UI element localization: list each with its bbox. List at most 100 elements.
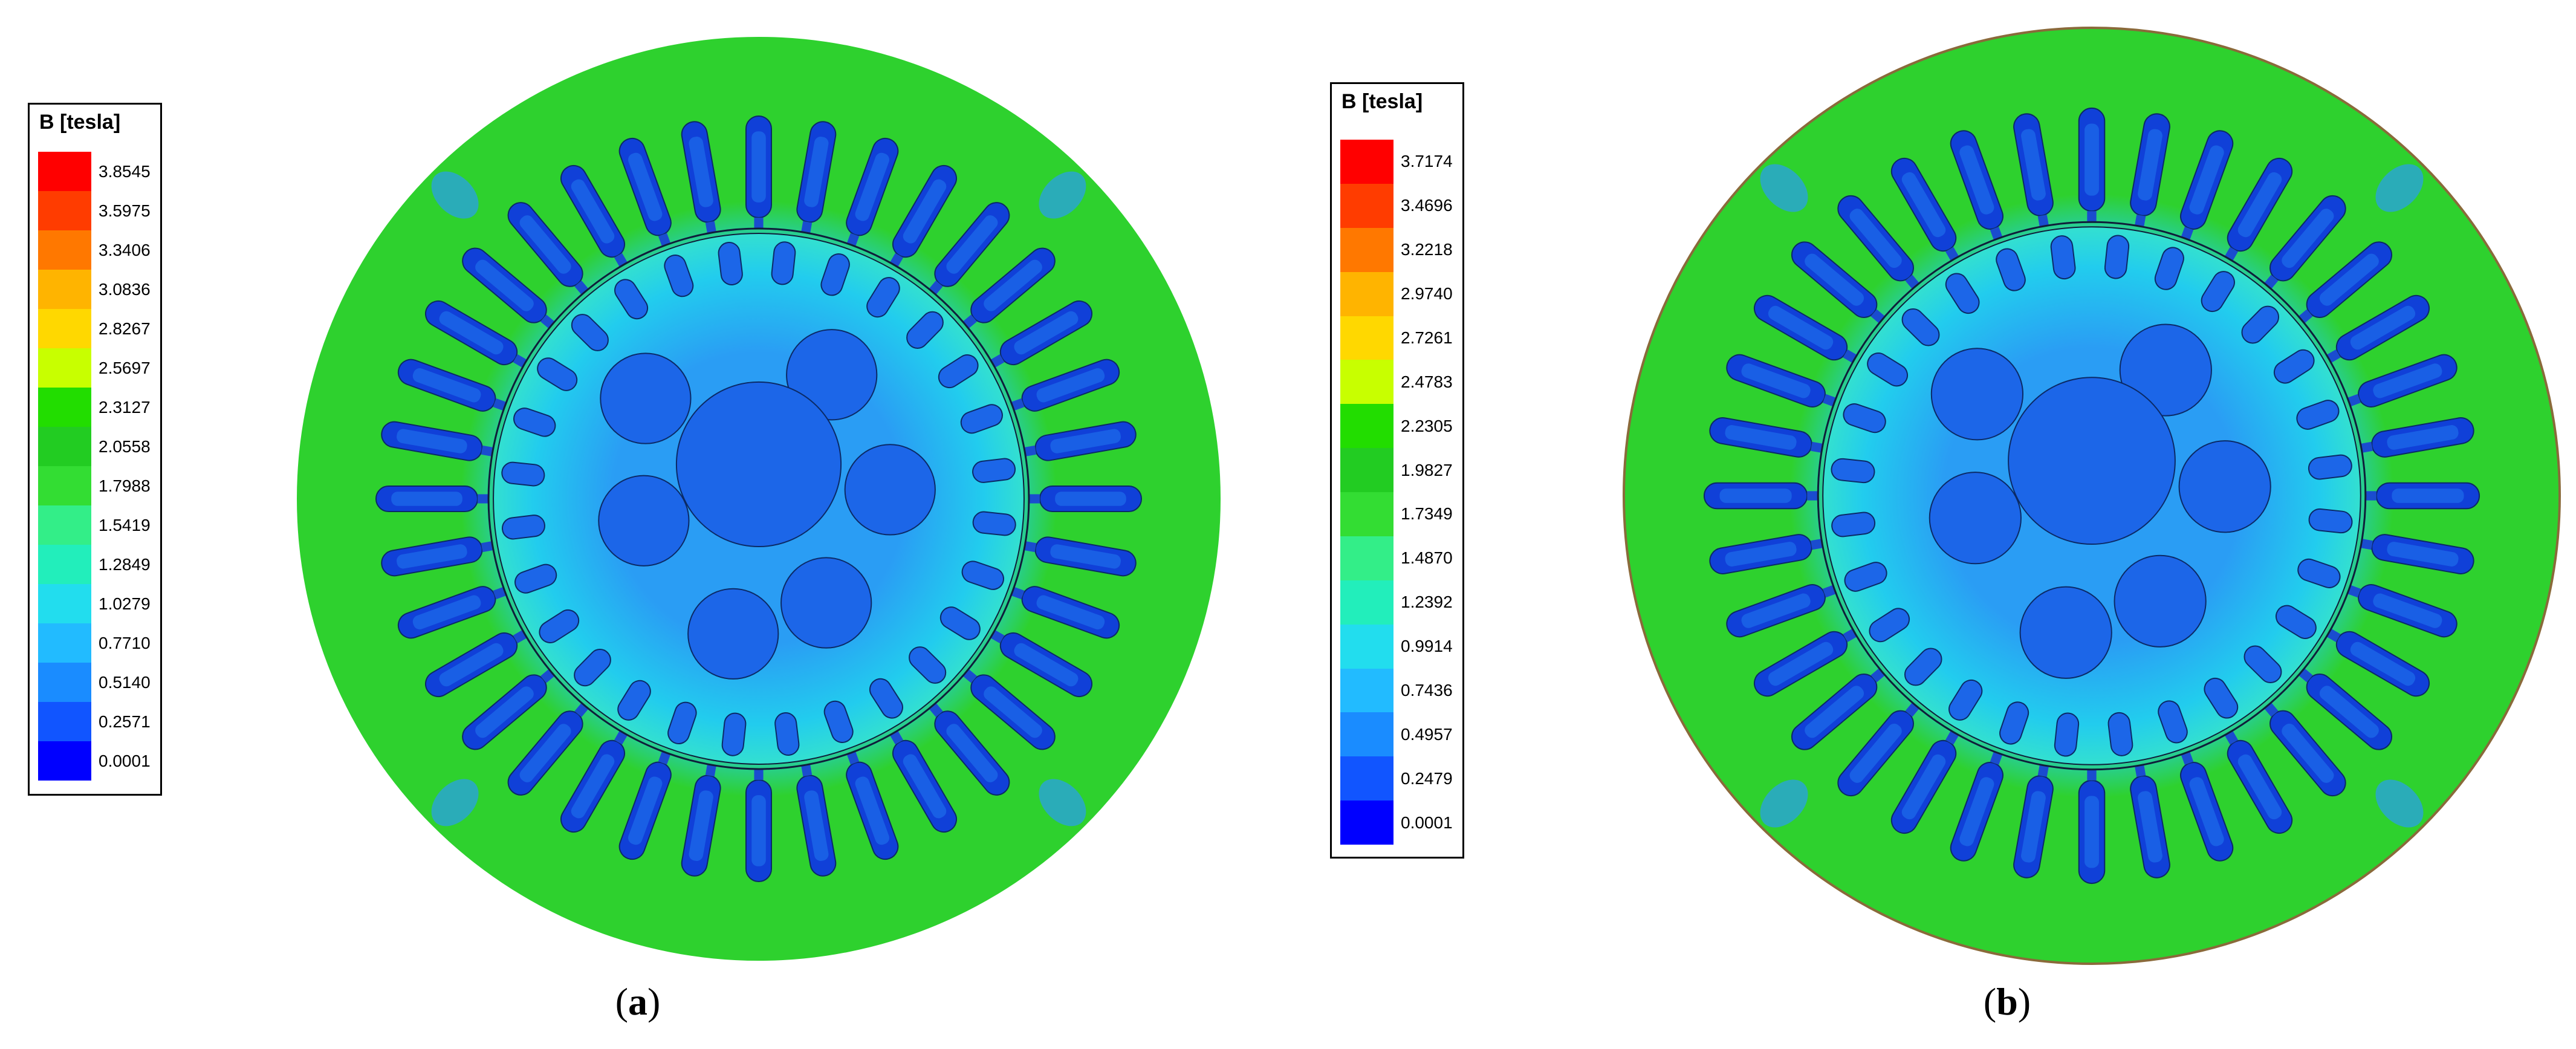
legend-value: 2.3127 [99,397,151,417]
rotor-bar [2308,454,2352,480]
stator-slot [1709,417,1823,458]
stator-slot [2264,195,2346,290]
legend-value: 0.4957 [1401,724,1453,744]
flux-low-zone [2375,779,2424,828]
rotor-bar [820,253,850,296]
legend-value: 3.3406 [99,240,151,259]
stator-slot [745,768,773,883]
legend-swatch [38,623,91,663]
legend-row: 0.5140 [38,663,159,702]
legend-row: 2.2305 [1340,404,1461,449]
flux-low-zone [431,171,479,219]
rotor-bar [1831,458,1875,484]
rotor-cooling-hole [786,329,878,421]
rotor-cooling-hole [687,588,779,680]
stator-slot [618,137,672,247]
legend-swatch [38,545,91,584]
legend-row: 0.4957 [1340,712,1461,757]
rotor-cooling-hole [1929,472,2022,565]
stator-slot [507,202,589,295]
stator-slot [1753,294,1857,363]
legend-row: 1.7988 [38,466,159,505]
rotor-bar [2107,712,2133,756]
flux-low-zone [431,779,479,827]
rotor-bar [614,279,649,320]
rotor-cooling-hole [844,444,936,536]
rotor-bar [2201,271,2235,313]
legend-row: 1.9827 [1340,448,1461,492]
legend-row: 3.8545 [38,152,159,191]
rotor-bar [2296,400,2340,430]
rotor-bar [1999,701,2029,745]
stator-slot [381,421,494,461]
stator-slot [1726,354,1837,408]
rotor-bar [2273,349,2315,384]
rotor-bar [960,404,1003,434]
legend-swatch [38,191,91,230]
stator-slot [2298,668,2393,750]
legend-swatch [1340,580,1393,625]
legend-row: 3.4696 [1340,183,1461,228]
stator-slot [2365,482,2480,510]
stator-slot [397,359,507,412]
legend-value: 1.9827 [1401,460,1453,479]
legend-swatch [38,466,91,505]
rotor-bar [2104,235,2130,279]
legend-value: 0.2571 [99,712,151,731]
legend-value: 2.4783 [1401,372,1453,391]
legend-row: 3.5975 [38,191,159,230]
legend-value: 0.7436 [1401,680,1453,700]
legend-swatch [1340,448,1393,492]
legend-swatch [1340,404,1393,449]
legend-row: 2.3127 [38,388,159,427]
legend-row: 3.7174 [1340,140,1461,184]
legend-value: 3.7174 [1401,152,1453,171]
stator-slot [1950,751,2003,862]
rotor-bar [938,354,979,389]
air-gap [487,227,1030,770]
rotor-cooling-hole [2114,554,2207,648]
legend-row: 1.5419 [38,505,159,545]
stator-slot [2130,764,2170,878]
rotor-bar [2275,605,2317,639]
stator-slot [889,164,958,267]
stator-slot [397,586,507,639]
legend-swatch [1340,712,1393,757]
stator-slot [1837,195,1919,290]
legend-value: 0.2479 [1401,768,1453,788]
legend-swatch [1340,140,1393,184]
stator-slot [1011,359,1120,412]
stator-slot [2326,628,2430,697]
rotor-bar [961,560,1004,590]
stator-slot [796,121,837,234]
stator-slot [462,669,555,750]
rotor-bar [2297,558,2341,588]
legend-swatch [38,270,91,309]
rotor-bar [869,678,903,719]
flux-low-zone [1039,779,1086,827]
legend-row: 0.2479 [1340,756,1461,801]
stator-slot [2360,417,2474,458]
stator-slot [2078,769,2106,885]
stator-slot [618,751,672,860]
stator-slot [846,751,899,860]
legend-row: 2.7261 [1340,316,1461,360]
rotor-bar [1831,512,1876,537]
rotor-cooling-hole [2119,323,2212,417]
legend-value: 0.5140 [99,672,151,692]
rotor-bar [1843,403,1886,434]
legend-row: 0.2571 [38,702,159,741]
rotor-bar [906,311,944,349]
legend-value: 1.7349 [1401,504,1453,524]
stator-slot [929,202,1010,295]
stator-slot [681,121,721,234]
stator-slot [2180,751,2234,862]
flux-low-zone [1760,164,1808,212]
rotor-cooling-hole [2019,586,2112,679]
legend-swatch [1340,183,1393,228]
stator-slot [745,115,773,229]
stator-slot [2078,107,2106,222]
legend-value: 1.4870 [1401,548,1453,568]
stator-slot [1024,421,1137,461]
stator-slot [2224,157,2293,261]
